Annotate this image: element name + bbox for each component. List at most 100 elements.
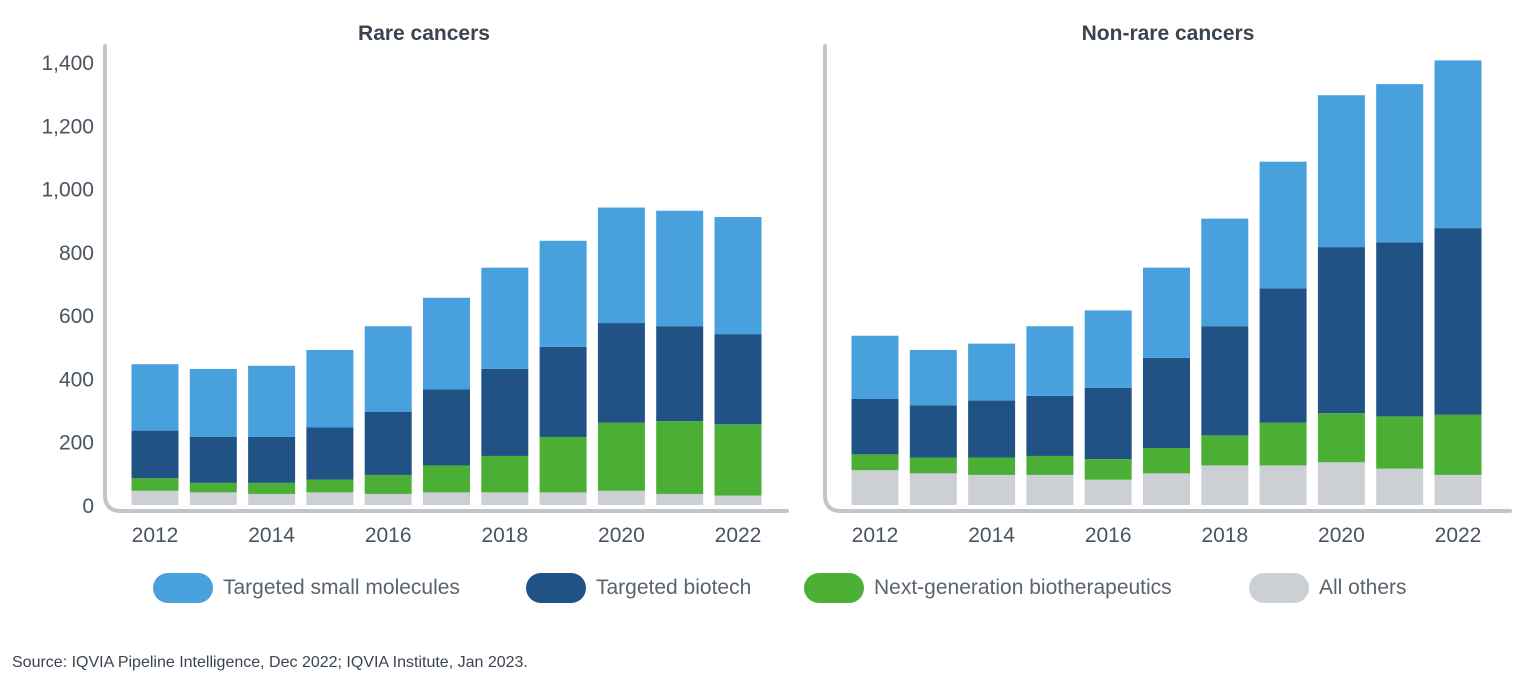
bar-segment-targeted-biotech-2021 — [656, 326, 704, 422]
bar-segment-targeted-biotech-2013 — [189, 436, 237, 483]
legend-item-targeted-small-molecules: Targeted small molecules — [153, 572, 460, 604]
bar-segment-targeted-small-molecules-2016 — [364, 326, 412, 412]
y-tick-label: 0 — [82, 495, 94, 518]
bar-segment-targeted-biotech-2020 — [597, 323, 645, 423]
bar-segment-targeted-biotech-2019 — [539, 346, 587, 437]
legend-item-all-others: All others — [1249, 572, 1407, 604]
bar-segment-targeted-small-molecules-2020 — [597, 207, 645, 324]
bar-segment-targeted-biotech-2018 — [481, 368, 529, 456]
bar-segment-targeted-biotech-2020 — [1317, 247, 1365, 414]
legend-label-next-generation-biotherapeutics: Next-generation biotherapeutics — [874, 576, 1172, 599]
bar-segment-targeted-small-molecules-2022 — [714, 217, 762, 335]
bar-segment-all-others-2021 — [1376, 468, 1424, 505]
bar-segment-all-others-2013 — [189, 492, 237, 505]
bar-segment-all-others-2018 — [1201, 465, 1249, 505]
bar-segment-all-others-2015 — [306, 492, 354, 505]
bar-segment-all-others-2014 — [968, 474, 1016, 505]
bar-segment-next-generation-biotherapeutics-2014 — [968, 457, 1016, 475]
bar-segment-all-others-2012 — [851, 470, 899, 505]
bar-segment-all-others-2017 — [423, 492, 470, 505]
bar-segment-targeted-small-molecules-2014 — [968, 343, 1016, 401]
x-tick-label: 2012 — [132, 524, 179, 547]
bar-segment-next-generation-biotherapeutics-2022 — [714, 424, 762, 496]
bar-segment-targeted-small-molecules-2015 — [306, 349, 354, 428]
bar-segment-targeted-biotech-2013 — [909, 405, 957, 458]
bar-segment-targeted-small-molecules-2017 — [423, 297, 470, 390]
y-tick-label: 800 — [59, 242, 94, 265]
x-tick-label: 2020 — [598, 524, 645, 547]
bar-segment-all-others-2017 — [1143, 473, 1190, 505]
bar-segment-next-generation-biotherapeutics-2019 — [539, 436, 587, 493]
bar-segment-targeted-small-molecules-2015 — [1026, 326, 1074, 396]
bar-segment-targeted-biotech-2017 — [1143, 357, 1190, 449]
bar-segment-targeted-biotech-2014 — [248, 436, 296, 483]
y-tick-label: 1,000 — [41, 179, 94, 202]
y-tick-label: 1,400 — [41, 52, 94, 75]
bar-segment-targeted-small-molecules-2012 — [851, 335, 899, 399]
x-tick-label: 2012 — [852, 524, 899, 547]
bar-segment-targeted-biotech-2022 — [714, 334, 762, 425]
bar-segment-targeted-small-molecules-2019 — [1259, 161, 1307, 289]
bar-segment-targeted-small-molecules-2013 — [909, 349, 957, 406]
bar-segment-targeted-small-molecules-2014 — [248, 365, 296, 437]
bar-segment-targeted-small-molecules-2012 — [131, 364, 179, 431]
bar-segment-all-others-2022 — [714, 495, 762, 505]
bar-segment-targeted-small-molecules-2013 — [189, 368, 237, 437]
bar-segment-all-others-2021 — [656, 493, 704, 505]
bar-segment-next-generation-biotherapeutics-2019 — [1259, 422, 1307, 466]
legend-swatch-targeted-biotech — [526, 573, 586, 603]
bar-segment-targeted-biotech-2015 — [1026, 395, 1074, 456]
x-tick-label: 2014 — [248, 524, 295, 547]
chart-title-2: Non-rare cancers — [1082, 22, 1255, 45]
legend: Targeted small molecules Targeted biotec… — [0, 570, 1520, 606]
y-tick-label: 400 — [59, 368, 94, 391]
bar-segment-targeted-small-molecules-2022 — [1434, 60, 1482, 229]
bar-segment-targeted-small-molecules-2017 — [1143, 267, 1190, 358]
x-tick-label: 2018 — [481, 524, 528, 547]
bar-segment-all-others-2016 — [1084, 479, 1132, 505]
bar-segment-next-generation-biotherapeutics-2021 — [656, 421, 704, 494]
bar-segment-targeted-small-molecules-2021 — [656, 210, 704, 327]
bar-segment-targeted-biotech-2016 — [364, 411, 412, 475]
bar-segment-next-generation-biotherapeutics-2015 — [1026, 455, 1074, 475]
bar-segment-targeted-small-molecules-2018 — [481, 267, 529, 369]
bar-segment-next-generation-biotherapeutics-2017 — [423, 465, 470, 493]
legend-item-next-generation-biotherapeutics: Next-generation biotherapeutics — [804, 572, 1172, 604]
axis-line-1 — [103, 44, 789, 513]
bar-segment-next-generation-biotherapeutics-2020 — [1317, 413, 1365, 463]
bar-segment-targeted-biotech-2019 — [1259, 288, 1307, 423]
bar-segment-all-others-2019 — [539, 492, 587, 505]
bar-segment-next-generation-biotherapeutics-2018 — [1201, 435, 1249, 466]
x-tick-label: 2014 — [968, 524, 1015, 547]
bar-segment-all-others-2020 — [597, 490, 645, 505]
bar-segment-targeted-biotech-2018 — [1201, 326, 1249, 436]
bar-segment-targeted-small-molecules-2018 — [1201, 218, 1249, 327]
bar-segment-all-others-2018 — [481, 492, 529, 505]
bar-segment-targeted-small-molecules-2020 — [1317, 95, 1365, 248]
legend-label-targeted-small-molecules: Targeted small molecules — [223, 576, 460, 599]
bar-segment-next-generation-biotherapeutics-2012 — [131, 478, 179, 491]
bar-segment-all-others-2015 — [1026, 474, 1074, 505]
bar-segment-next-generation-biotherapeutics-2018 — [481, 455, 529, 493]
bar-segment-next-generation-biotherapeutics-2016 — [364, 474, 412, 494]
bar-segment-all-others-2014 — [248, 493, 296, 505]
y-tick-label: 200 — [59, 432, 94, 455]
chart-title-1: Rare cancers — [358, 22, 490, 45]
bar-segment-all-others-2013 — [909, 473, 957, 505]
source-note: Source: IQVIA Pipeline Intelligence, Dec… — [12, 654, 528, 671]
x-tick-label: 2016 — [1085, 524, 1132, 547]
bar-segment-next-generation-biotherapeutics-2013 — [909, 457, 957, 474]
legend-label-targeted-biotech: Targeted biotech — [596, 576, 752, 599]
bar-segment-next-generation-biotherapeutics-2013 — [189, 482, 237, 493]
bar-segment-targeted-small-molecules-2016 — [1084, 310, 1132, 388]
x-tick-label: 2020 — [1318, 524, 1365, 547]
bar-segment-targeted-biotech-2016 — [1084, 387, 1132, 460]
bar-segment-targeted-biotech-2017 — [423, 389, 470, 466]
bar-segment-all-others-2016 — [364, 493, 412, 505]
bar-segment-all-others-2019 — [1259, 465, 1307, 505]
y-tick-label: 600 — [59, 305, 94, 328]
bar-segment-next-generation-biotherapeutics-2022 — [1434, 414, 1482, 475]
bar-segment-all-others-2022 — [1434, 474, 1482, 505]
x-tick-label: 2018 — [1201, 524, 1248, 547]
legend-swatch-all-others — [1249, 573, 1309, 603]
